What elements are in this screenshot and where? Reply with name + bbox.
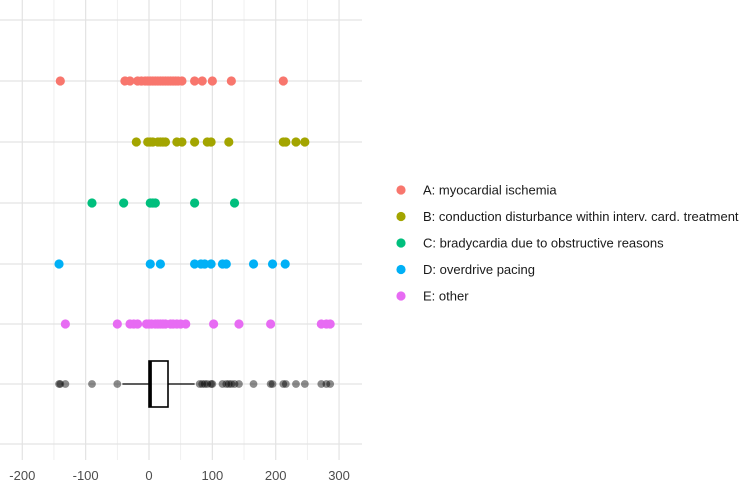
data-point [200, 259, 210, 269]
legend-label: A: myocardial ischemia [423, 183, 557, 198]
summary-point [266, 380, 275, 388]
summary-point [317, 380, 326, 388]
legend[interactable]: A: myocardial ischemia B: conduction dist… [396, 183, 739, 304]
summary-point [279, 380, 288, 388]
summary-point [88, 380, 96, 388]
x-tick-label: -200 [9, 468, 35, 483]
data-point [248, 259, 259, 269]
summary-point [218, 380, 227, 388]
data-point [226, 76, 236, 86]
data-point [190, 76, 200, 86]
legend-item[interactable]: C: bradycardia due to obstructive reason… [396, 236, 664, 251]
data-point [197, 76, 207, 86]
data-point [112, 319, 122, 329]
data-point [325, 319, 335, 329]
legend-label: C: bradycardia due to obstructive reason… [423, 236, 664, 251]
data-point [54, 259, 64, 269]
data-point [181, 319, 191, 329]
summary-point [61, 380, 70, 388]
data-point [291, 137, 301, 147]
legend-item[interactable]: D: overdrive pacing [396, 262, 535, 277]
summary-point [207, 380, 215, 388]
summary-point [227, 380, 236, 388]
data-points [54, 76, 335, 388]
legend-swatch [396, 291, 406, 301]
summary-point [195, 380, 204, 388]
legend-item[interactable]: E: other [396, 289, 469, 304]
summary-point [292, 380, 300, 388]
data-point [300, 137, 310, 147]
x-tick-label: 100 [201, 468, 223, 483]
data-point [131, 137, 141, 147]
summary-point [235, 380, 243, 388]
summary-point [208, 380, 217, 388]
summary-point [281, 380, 290, 388]
data-point [221, 259, 231, 269]
summary-point [56, 380, 65, 388]
summary-point [200, 380, 209, 388]
x-tick-label: 0 [145, 468, 152, 483]
data-point [190, 259, 200, 269]
data-point [229, 198, 240, 208]
data-point [132, 319, 143, 329]
data-point [267, 259, 278, 269]
summary-point [326, 380, 335, 388]
data-point [155, 259, 166, 269]
summary-point [198, 380, 207, 388]
x-tick-label: -100 [73, 468, 99, 483]
x-tick-label: 200 [265, 468, 287, 483]
data-point [207, 76, 217, 86]
data-point [266, 319, 276, 329]
data-point [177, 137, 187, 147]
data-point [190, 137, 200, 147]
legend-label: D: overdrive pacing [423, 262, 535, 277]
data-point [87, 198, 97, 208]
legend-item[interactable]: B: conduction disturbance within interv.… [396, 209, 739, 224]
data-point [234, 319, 244, 329]
summary-point [268, 380, 277, 388]
data-point [160, 137, 171, 147]
summary-point [300, 380, 309, 388]
data-point [145, 259, 155, 269]
data-point [206, 137, 216, 147]
summary-point [55, 380, 63, 388]
summary-point [322, 380, 331, 388]
data-point [224, 137, 234, 147]
summary-point [230, 380, 239, 388]
legend-swatch [396, 211, 406, 222]
legend-swatch [396, 185, 406, 195]
x-tick-label: 300 [328, 468, 350, 483]
summary-point [113, 380, 122, 388]
summary-point [222, 380, 231, 388]
x-axis: -200 -100 0 100 200 300 [9, 468, 350, 483]
legend-swatch [396, 264, 406, 275]
data-point [281, 137, 291, 147]
legend-label: E: other [423, 289, 469, 304]
summary-boxplot [122, 360, 195, 408]
data-point [177, 76, 187, 86]
data-point [55, 76, 65, 86]
data-point [125, 76, 135, 86]
data-point [206, 259, 216, 269]
legend-label: B: conduction disturbance within interv.… [423, 209, 739, 224]
legend-item[interactable]: A: myocardial ischemia [396, 183, 557, 198]
summary-point [224, 380, 233, 388]
data-point [278, 76, 288, 86]
data-point [119, 198, 129, 208]
data-point [150, 198, 160, 208]
data-point [209, 319, 219, 329]
data-point [60, 319, 70, 329]
data-point [280, 259, 290, 269]
data-point [190, 198, 200, 208]
summary-point [249, 380, 258, 388]
summary-point [203, 380, 212, 388]
gridlines [0, 0, 362, 460]
legend-swatch [396, 238, 406, 248]
